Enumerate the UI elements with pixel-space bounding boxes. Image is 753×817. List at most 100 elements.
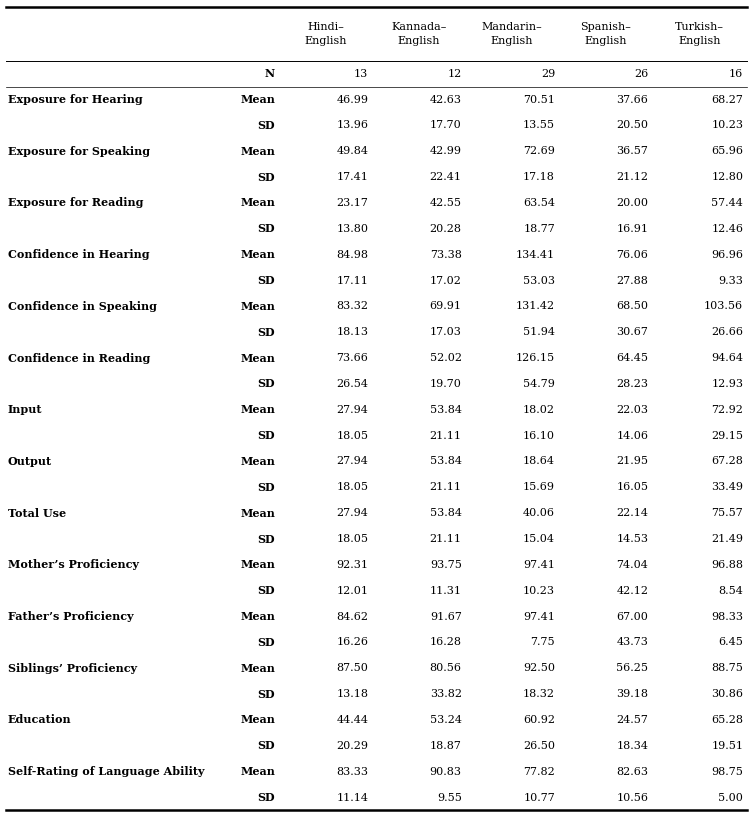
Text: Mean: Mean [240,507,275,519]
Text: 11.14: 11.14 [337,792,368,802]
Text: 23.17: 23.17 [337,198,368,208]
Text: 18.77: 18.77 [523,224,555,234]
Text: Spanish–
English: Spanish– English [580,22,631,46]
Text: 20.00: 20.00 [617,198,648,208]
Text: SD: SD [258,740,275,752]
Text: 18.64: 18.64 [523,457,555,467]
Text: 18.05: 18.05 [337,482,368,493]
Text: Mean: Mean [240,611,275,622]
Text: 16.05: 16.05 [617,482,648,493]
Text: 126.15: 126.15 [516,353,555,363]
Text: 20.29: 20.29 [337,741,368,751]
Text: 10.77: 10.77 [523,792,555,802]
Text: Mother’s Proficiency: Mother’s Proficiency [8,560,139,570]
Text: 91.67: 91.67 [430,612,462,622]
Text: 15.04: 15.04 [523,534,555,544]
Text: Father’s Proficiency: Father’s Proficiency [8,611,133,622]
Text: SD: SD [258,172,275,183]
Text: 44.44: 44.44 [337,715,368,725]
Text: 51.94: 51.94 [523,328,555,337]
Text: 29: 29 [541,69,555,78]
Text: Confidence in Hearing: Confidence in Hearing [8,249,149,260]
Text: 42.63: 42.63 [430,95,462,105]
Text: Mean: Mean [240,249,275,260]
Text: 21.11: 21.11 [430,431,462,440]
Text: 92.50: 92.50 [523,663,555,673]
Text: Mean: Mean [240,456,275,467]
Text: 72.69: 72.69 [523,146,555,156]
Text: 82.63: 82.63 [617,766,648,777]
Text: Mandarin–
English: Mandarin– English [482,22,542,46]
Text: 12.80: 12.80 [712,172,743,182]
Text: 19.51: 19.51 [712,741,743,751]
Text: 73.66: 73.66 [337,353,368,363]
Text: 10.23: 10.23 [712,120,743,131]
Text: 14.06: 14.06 [617,431,648,440]
Text: 49.84: 49.84 [337,146,368,156]
Text: 90.83: 90.83 [430,766,462,777]
Text: SD: SD [258,223,275,234]
Text: Exposure for Reading: Exposure for Reading [8,198,143,208]
Text: 27.94: 27.94 [337,404,368,415]
Text: 27.94: 27.94 [337,457,368,467]
Text: 18.87: 18.87 [430,741,462,751]
Text: 20.28: 20.28 [430,224,462,234]
Text: 30.67: 30.67 [617,328,648,337]
Text: 12.01: 12.01 [337,586,368,596]
Text: SD: SD [258,275,275,286]
Text: 7.75: 7.75 [530,637,555,647]
Text: SD: SD [258,585,275,596]
Text: 13.18: 13.18 [337,690,368,699]
Text: Mean: Mean [240,198,275,208]
Text: 98.33: 98.33 [712,612,743,622]
Text: SD: SD [258,430,275,441]
Text: 27.88: 27.88 [617,275,648,286]
Text: 67.00: 67.00 [617,612,648,622]
Text: 17.41: 17.41 [337,172,368,182]
Text: Mean: Mean [240,404,275,415]
Text: 63.54: 63.54 [523,198,555,208]
Text: 9.33: 9.33 [718,275,743,286]
Text: 33.49: 33.49 [712,482,743,493]
Text: Mean: Mean [240,560,275,570]
Text: 12.46: 12.46 [712,224,743,234]
Text: Exposure for Hearing: Exposure for Hearing [8,94,142,105]
Text: 46.99: 46.99 [337,95,368,105]
Text: 53.84: 53.84 [430,457,462,467]
Text: 16.26: 16.26 [337,637,368,647]
Text: 84.62: 84.62 [337,612,368,622]
Text: 16.10: 16.10 [523,431,555,440]
Text: SD: SD [258,482,275,493]
Text: 131.42: 131.42 [516,301,555,311]
Text: 27.94: 27.94 [337,508,368,518]
Text: 17.18: 17.18 [523,172,555,182]
Text: 13.55: 13.55 [523,120,555,131]
Text: 26.50: 26.50 [523,741,555,751]
Text: Mean: Mean [240,353,275,364]
Text: Turkish–
English: Turkish– English [675,22,724,46]
Text: SD: SD [258,689,275,699]
Text: 70.51: 70.51 [523,95,555,105]
Text: 67.28: 67.28 [712,457,743,467]
Text: Mean: Mean [240,301,275,312]
Text: 53.24: 53.24 [430,715,462,725]
Text: Output: Output [8,456,52,467]
Text: 103.56: 103.56 [704,301,743,311]
Text: 20.50: 20.50 [617,120,648,131]
Text: 26: 26 [634,69,648,78]
Text: 37.66: 37.66 [617,95,648,105]
Text: 8.54: 8.54 [718,586,743,596]
Text: SD: SD [258,792,275,803]
Text: 87.50: 87.50 [337,663,368,673]
Text: 6.45: 6.45 [718,637,743,647]
Text: 19.70: 19.70 [430,379,462,389]
Text: 39.18: 39.18 [617,690,648,699]
Text: 96.96: 96.96 [712,250,743,260]
Text: Mean: Mean [240,145,275,157]
Text: 54.79: 54.79 [523,379,555,389]
Text: 65.96: 65.96 [712,146,743,156]
Text: 16.91: 16.91 [617,224,648,234]
Text: 21.11: 21.11 [430,482,462,493]
Text: 12: 12 [447,69,462,78]
Text: 17.11: 17.11 [337,275,368,286]
